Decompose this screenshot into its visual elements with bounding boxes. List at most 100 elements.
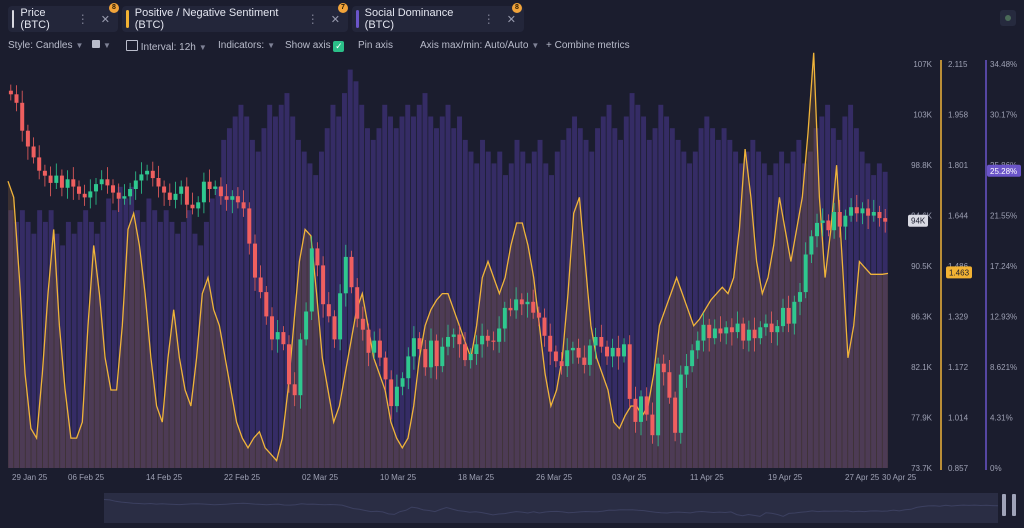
dominance-bar (215, 186, 221, 469)
dominance-bar (618, 139, 624, 468)
dominance-bar (554, 151, 560, 468)
price-candle (42, 164, 47, 187)
price-candle (565, 338, 570, 377)
price-candle (360, 306, 365, 341)
show-axis-toggle[interactable]: Show axis ✓ (285, 40, 345, 52)
navigator-handle-right-2[interactable] (1012, 494, 1016, 516)
dominance-bar (255, 151, 261, 468)
settings-toggle-button[interactable] (1000, 10, 1016, 26)
price-candle (77, 180, 81, 200)
dominance-bar (19, 210, 25, 468)
dominance-bar (106, 198, 112, 468)
price-candle (99, 170, 104, 191)
price-candle (213, 180, 218, 195)
plus-icon: + (546, 40, 552, 51)
dominance-bar (393, 128, 399, 468)
navigator-overview[interactable] (0, 488, 1024, 528)
dominance-bar (727, 139, 733, 468)
dominance-bar (411, 116, 416, 468)
price-candle (224, 184, 229, 211)
tab-price[interactable]: Price (BTC) ⋮ ✕ 8 (8, 3, 119, 32)
price-candle (491, 331, 496, 351)
price-candle (230, 190, 235, 214)
price-candle (701, 312, 706, 352)
price-axis-tick: 90.5K (911, 262, 933, 271)
dominance-bar (330, 104, 336, 469)
dominance-bar (871, 175, 877, 468)
price-candle (298, 333, 303, 409)
price-candle (394, 374, 399, 413)
close-icon[interactable]: ✕ (506, 13, 516, 26)
price-candle (150, 161, 155, 187)
price-candle (343, 244, 348, 307)
close-icon[interactable]: ✕ (100, 13, 110, 26)
price-candle (508, 298, 513, 317)
x-axis-tick: 30 Apr 25 (882, 473, 917, 482)
combine-metrics-button[interactable]: + Combine metrics (546, 40, 630, 51)
sentiment-last-value: 1.463 (946, 266, 972, 279)
dominance-bar (848, 104, 854, 469)
x-axis-tick: 26 Mar 25 (536, 473, 573, 482)
axis-maxmin-dropdown[interactable]: Axis max/min: Auto/Auto ▼ (420, 40, 539, 51)
price-candle (781, 298, 785, 333)
style-dropdown[interactable]: Style: Candles ▼ (8, 40, 83, 51)
price-candle (190, 192, 195, 215)
checkbox-checked-icon[interactable]: ✓ (333, 41, 345, 52)
tab-social-dominance[interactable]: Social Dominance (BTC) ⋮ ✕ 8 (352, 3, 524, 32)
interval-dropdown[interactable]: Interval: 12h ▼ (126, 40, 207, 53)
dominance-bar (376, 128, 382, 468)
more-icon[interactable]: ⋮ (76, 12, 89, 26)
close-icon[interactable]: ✕ (330, 13, 340, 26)
series-color-bar (12, 10, 15, 28)
dominance-bar (744, 151, 750, 468)
dominance-bar (405, 104, 411, 469)
price-candle (514, 287, 519, 319)
price-candle (457, 325, 462, 358)
series-color-bar (126, 10, 129, 28)
sentiment-axis-tick: 1.329 (948, 313, 969, 322)
dominance-bar (88, 221, 94, 468)
dominance-bar (359, 104, 365, 469)
price-candle (468, 347, 473, 369)
more-icon[interactable]: ⋮ (306, 12, 319, 26)
price-candle (116, 183, 121, 212)
dominance-bar (756, 151, 762, 468)
price-candle (616, 335, 621, 370)
price-candle (241, 190, 246, 217)
color-swatch-icon (92, 40, 100, 48)
price-candle (792, 295, 797, 335)
dominance-bar (365, 128, 370, 468)
pin-axis-label: Pin axis (358, 40, 394, 51)
navigator-selection[interactable] (104, 493, 998, 523)
series-color-bar (356, 10, 359, 28)
dominance-bar (226, 128, 232, 468)
dominance-axis-tick: 8.621% (990, 363, 1017, 372)
dominance-bar (543, 163, 549, 468)
dominance-bar (836, 139, 842, 468)
pin-axis-toggle[interactable]: Pin axis (358, 40, 393, 51)
price-candle (536, 306, 541, 327)
price-candle (570, 341, 575, 364)
more-icon[interactable]: ⋮ (482, 12, 495, 26)
price-candle (446, 324, 450, 356)
indicators-dropdown[interactable]: Indicators: ▼ (218, 40, 275, 51)
dominance-bar (704, 116, 710, 468)
navigator-handle-right[interactable] (1002, 494, 1006, 516)
price-candle (31, 137, 36, 164)
color-dropdown[interactable]: ▼ (92, 40, 111, 51)
dominance-bar (750, 139, 756, 468)
dominance-bar (491, 163, 497, 468)
dominance-bar (313, 175, 319, 468)
sentiment-axis-tick: 1.172 (948, 363, 969, 372)
chevron-down-icon: ▼ (531, 41, 540, 50)
price-candle (684, 354, 689, 388)
price-candle (173, 181, 178, 209)
dominance-bar (249, 139, 255, 468)
dominance-bar (336, 116, 342, 468)
price-candle (559, 352, 564, 375)
dominance-bar (434, 128, 439, 468)
price-candle (763, 314, 768, 336)
tab-sentiment[interactable]: Positive / Negative Sentiment (BTC) ⋮ ✕ … (122, 3, 348, 32)
price-last-value: 94K (908, 214, 928, 227)
